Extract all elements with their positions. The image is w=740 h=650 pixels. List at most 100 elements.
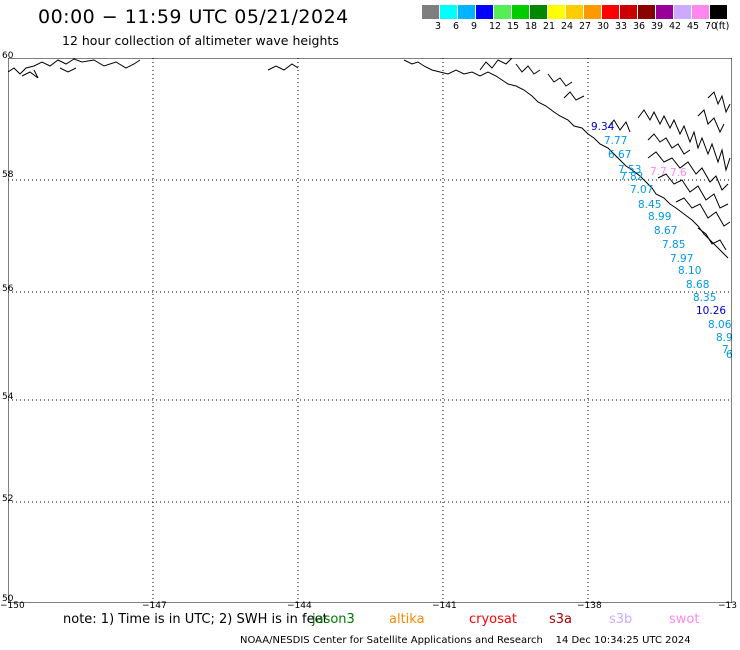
coastline-segment: [21, 69, 39, 79]
longitude-tick-label: −141: [432, 601, 457, 611]
colorbar-tick-label: 3: [435, 21, 442, 32]
footer-credit: NOAA/NESDIS Center for Satellite Applica…: [240, 635, 691, 646]
wave-height-label: 8.67: [654, 225, 677, 237]
page-subtitle: 12 hour collection of altimeter wave hei…: [62, 33, 339, 48]
longitude-tick-label: −150: [0, 601, 25, 611]
colorbar-swatch: [529, 5, 547, 19]
longitude-tick-label: −147: [142, 601, 167, 611]
coastline-segment: [607, 119, 631, 133]
latitude-tick-label: 60: [2, 51, 14, 61]
wave-height-label: 7.6: [670, 167, 687, 179]
wave-height-label: 8.45: [638, 199, 661, 211]
satellite-legend-item: jason3: [312, 612, 355, 627]
latitude-tick-label: 56: [2, 284, 14, 294]
wave-height-label: 7.82: [620, 171, 643, 183]
coastline-segment: [7, 58, 141, 75]
page-title: 00:00 − 11:59 UTC 05/21/2024: [38, 6, 349, 28]
coastline-segment: [697, 109, 725, 134]
colorbar-tick-label: 36: [633, 21, 646, 32]
wave-height-labels: 9.34 7.77 6.67 7.537.827.07 8.458.99 8.67 7.85…: [591, 121, 740, 375]
wave-height-label: 8.06: [708, 319, 732, 331]
wave-height-label: 7.07: [630, 184, 653, 196]
longitude-tick-label: −13: [718, 601, 737, 611]
latitude-tick-label: 58: [2, 170, 14, 180]
colorbar-swatch: [673, 5, 691, 19]
wave-height-label: 10.26: [696, 305, 726, 317]
satellite-legend-item: s3a: [549, 612, 573, 627]
colorbar-swatch: [421, 5, 439, 19]
wave-height-label: 6.67: [608, 149, 631, 161]
satellite-legend-item: cryosat: [469, 612, 517, 627]
wave-height-label: 6.: [726, 349, 732, 361]
coastline-segment: [563, 91, 585, 101]
satellite-legend-item: swot: [669, 612, 700, 627]
colorbar-swatch: [475, 5, 493, 19]
satellite-legend-item: s3b: [609, 612, 633, 627]
wave-height-label: 8.99: [648, 211, 671, 223]
wave-height-label: 8.68: [686, 279, 709, 291]
colorbar-swatch: [547, 5, 565, 19]
wave-height-label: 8.96: [716, 332, 732, 344]
colorbar-tick-label: 70: [705, 21, 718, 32]
wave-height-label: 8.10: [678, 265, 701, 277]
coastline-segment: [675, 197, 731, 227]
colorbar-swatch: [457, 5, 475, 19]
colorbar-swatch: [493, 5, 511, 19]
graticule: [8, 58, 732, 603]
colorbar-swatch: [583, 5, 601, 19]
colorbar-tick-label: 45: [687, 21, 700, 32]
wave-height-label: 9.34: [591, 121, 615, 133]
coastline-segment: [59, 67, 77, 73]
colorbar-swatch: [655, 5, 673, 19]
colorbar-tick-label: 15: [507, 21, 520, 32]
latitude-tick-label: 52: [2, 494, 14, 504]
map-canvas: 9.34 7.77 6.67 7.537.827.07 8.458.99 8.67 7.85…: [7, 57, 740, 604]
coastline-segment: [479, 57, 513, 71]
colorbar-tick-label: 24: [561, 21, 574, 32]
coastline: [7, 57, 731, 259]
colorbar-swatch: [637, 5, 655, 19]
satellite-legend-item: altika: [389, 612, 425, 627]
colorbar-tick-label: 27: [579, 21, 592, 32]
credit-text: NOAA/NESDIS Center for Satellite Applica…: [240, 635, 543, 646]
generated-timestamp: 14 Dec 10:34:25 UTC 2024: [555, 635, 691, 646]
colorbar-tick-label: 42: [669, 21, 682, 32]
colorbar-tick-label: 33: [615, 21, 628, 32]
coastline-segment: [515, 63, 541, 75]
colorbar-tick-label: 39: [651, 21, 664, 32]
wave-height-label: 7.77: [604, 135, 627, 147]
coastline-segment: [637, 109, 731, 172]
coastline-segment: [707, 91, 731, 114]
coastline-segment: [647, 133, 691, 155]
colorbar-swatch: [709, 5, 727, 19]
colorbar-tick-label: 30: [597, 21, 610, 32]
coastline-segment: [547, 73, 573, 87]
wave-height-label: 7.7: [650, 166, 667, 178]
colorbar-tick-label: 9: [471, 21, 478, 32]
colorbar-swatch: [619, 5, 637, 19]
wave-height-label: 7.85: [662, 239, 685, 251]
colorbar-swatch: [511, 5, 529, 19]
wave-height-label: 8.35: [693, 292, 716, 304]
longitude-tick-label: −138: [577, 601, 602, 611]
colorbar-tick-label: 6: [453, 21, 460, 32]
coastline-segment: [267, 63, 299, 71]
colorbar-swatch: [565, 5, 583, 19]
map-background: [8, 58, 732, 603]
coastline-segment: [403, 59, 729, 259]
wave-height-label: 7.97: [670, 253, 693, 265]
footer-note: note: 1) Time is in UTC; 2) SWH is in fe…: [63, 612, 328, 627]
colorbar-tick-label: 18: [525, 21, 538, 32]
coastline-segment: [697, 227, 727, 251]
colorbar-tick-label: 21: [543, 21, 556, 32]
colorbar-swatch: [691, 5, 709, 19]
longitude-tick-label: −144: [287, 601, 312, 611]
coastline-segment: [647, 151, 729, 191]
latitude-tick-label: 50: [2, 594, 14, 604]
coastline-segment: [657, 173, 729, 209]
colorbar-unit: (ft): [715, 21, 730, 32]
colorbar-swatch: [601, 5, 619, 19]
latitude-tick-label: 54: [2, 392, 14, 402]
colorbar-tick-label: 12: [489, 21, 502, 32]
wave-height-label: 7.53: [618, 164, 641, 176]
